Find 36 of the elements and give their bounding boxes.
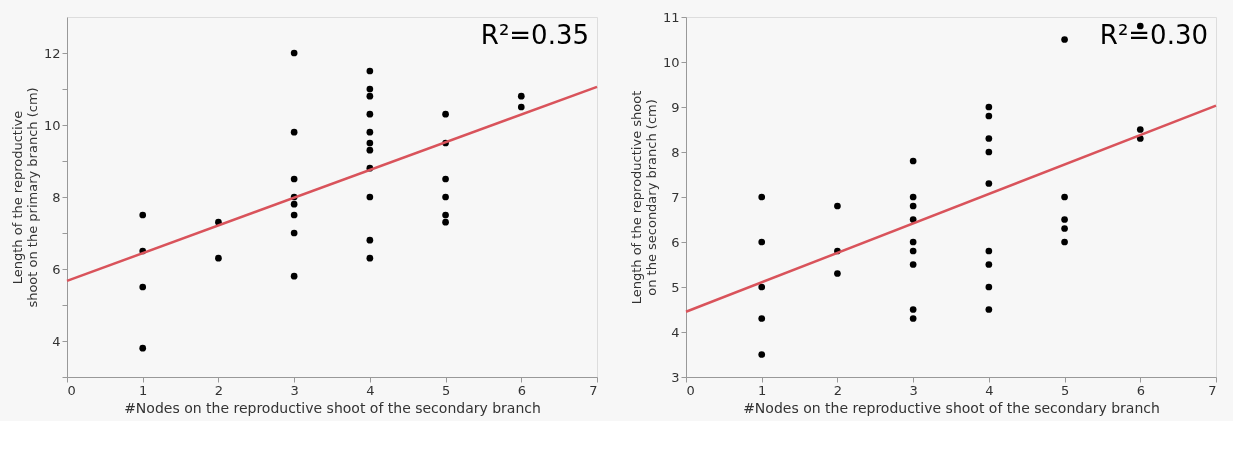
x-tick-label: 1: [139, 382, 148, 398]
y-axis-title: Length of the reproductive shoot on the secondary branch (cm): [628, 90, 659, 305]
y-axis-title: Length of the reproductive shoot on the primary branch (cm): [9, 87, 40, 308]
x-tick-label: 6: [1136, 382, 1145, 398]
x-tick-label: 2: [214, 382, 224, 398]
x-tick-label: 6: [517, 382, 526, 398]
annotation: R²=0.30: [1099, 20, 1208, 50]
x-tick-label: 1: [758, 382, 767, 398]
y-tick-label: 4: [671, 324, 680, 340]
y-tick-label: 7: [671, 189, 680, 205]
y-tick-label: 6: [671, 234, 680, 250]
y-tick-label: 9: [671, 99, 680, 115]
x-axis-title: #Nodes on the reproductive shoot of the secondary branch: [124, 399, 541, 416]
x-tick-label: 7: [589, 382, 598, 398]
x-tick-label: 3: [909, 382, 918, 398]
y-tick-label: 8: [671, 144, 680, 160]
y-tick-label: 10: [43, 117, 61, 133]
x-tick-label: 5: [441, 382, 451, 398]
y-tick-label: 5: [671, 279, 680, 295]
x-axis-title: #Nodes on the reproductive shoot of the secondary branch: [743, 399, 1160, 416]
y-tick-label: 10: [662, 54, 680, 70]
y-tick-label: 6: [52, 261, 61, 277]
annotation: R²=0.35: [480, 20, 589, 50]
y-tick-label: 11: [662, 9, 680, 25]
x-tick-label: 3: [290, 382, 299, 398]
x-tick-label: 4: [366, 382, 375, 398]
x-tick-label: 5: [1060, 382, 1070, 398]
y-tick-label: 8: [52, 189, 61, 205]
x-tick-label: 4: [985, 382, 994, 398]
x-tick-label: 2: [833, 382, 843, 398]
y-tick-label: 12: [43, 45, 61, 61]
x-tick-label: 7: [1208, 382, 1217, 398]
y-tick-label: 3: [671, 369, 680, 385]
x-tick-label: 0: [67, 382, 76, 398]
x-tick-label: 0: [686, 382, 695, 398]
y-tick-label: 4: [52, 333, 61, 349]
